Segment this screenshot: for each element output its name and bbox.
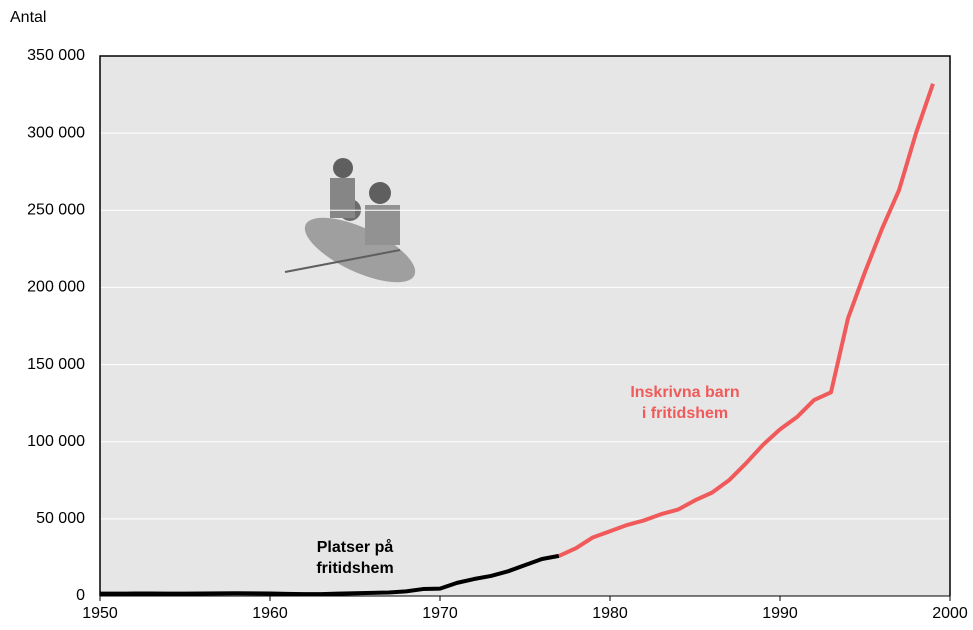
x-tick-label: 1950	[82, 605, 118, 622]
y-tick-label: 350 000	[27, 47, 85, 64]
illustration	[284, 158, 416, 283]
plot-area	[100, 56, 950, 596]
y-tick-label: 300 000	[27, 124, 85, 141]
x-tick-label: 1990	[762, 605, 798, 622]
series-line	[558, 83, 935, 558]
y-tick-label: 0	[76, 587, 85, 604]
y-tick-label: 50 000	[36, 510, 85, 527]
y-tick-label: 200 000	[27, 279, 85, 296]
series-line	[100, 553, 560, 597]
series-annotation: i fritidshem	[642, 405, 728, 422]
plot-frame	[99, 55, 951, 596]
x-tick-label: 1980	[592, 605, 628, 622]
series-annotation: Platser på	[317, 538, 394, 556]
x-tick-label: 1970	[422, 605, 458, 622]
x-tick-label: 2000	[932, 605, 968, 622]
y-tick-label: 250 000	[27, 202, 85, 219]
series-annotation: Inskrivna barn	[630, 384, 739, 401]
y-axis-label: Antal	[10, 9, 46, 26]
y-tick-label: 100 000	[27, 433, 85, 450]
x-tick-label: 1960	[252, 605, 288, 622]
series-annotation: fritidshem	[316, 560, 393, 577]
y-tick-label: 150 000	[27, 356, 85, 373]
